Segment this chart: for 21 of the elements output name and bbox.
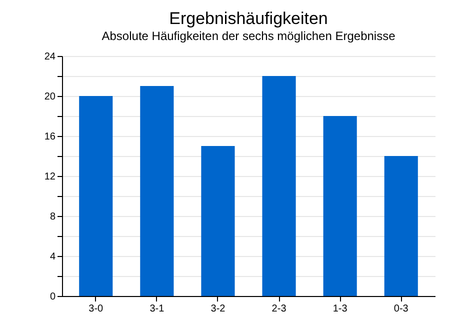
x-tick-label: 2-3 bbox=[272, 304, 287, 314]
y-tick-label: 4 bbox=[50, 252, 56, 262]
bar bbox=[262, 76, 296, 296]
bar bbox=[384, 156, 418, 296]
x-tick-label: 3-0 bbox=[88, 304, 104, 314]
bar bbox=[79, 96, 113, 296]
y-tick-label: 12 bbox=[44, 172, 56, 182]
x-tick-label: 0-3 bbox=[394, 304, 409, 314]
chart-title: Ergebnishäufigkeiten bbox=[169, 9, 328, 28]
bar bbox=[323, 116, 357, 296]
x-tick-label: 3-2 bbox=[210, 304, 226, 314]
y-tick-label: 20 bbox=[44, 92, 56, 102]
x-tick-label: 3-1 bbox=[150, 304, 165, 314]
x-tick-label: 1-3 bbox=[332, 304, 348, 314]
bar bbox=[140, 86, 174, 296]
bar bbox=[201, 146, 235, 296]
y-tick-label: 8 bbox=[50, 212, 56, 222]
y-tick-label: 16 bbox=[44, 132, 56, 142]
y-tick-label: 24 bbox=[44, 52, 56, 62]
chart-subtitle: Absolute Häufigkeiten der sechs möglichen Ergebnisse bbox=[102, 29, 396, 43]
y-tick-label: 0 bbox=[50, 292, 56, 302]
